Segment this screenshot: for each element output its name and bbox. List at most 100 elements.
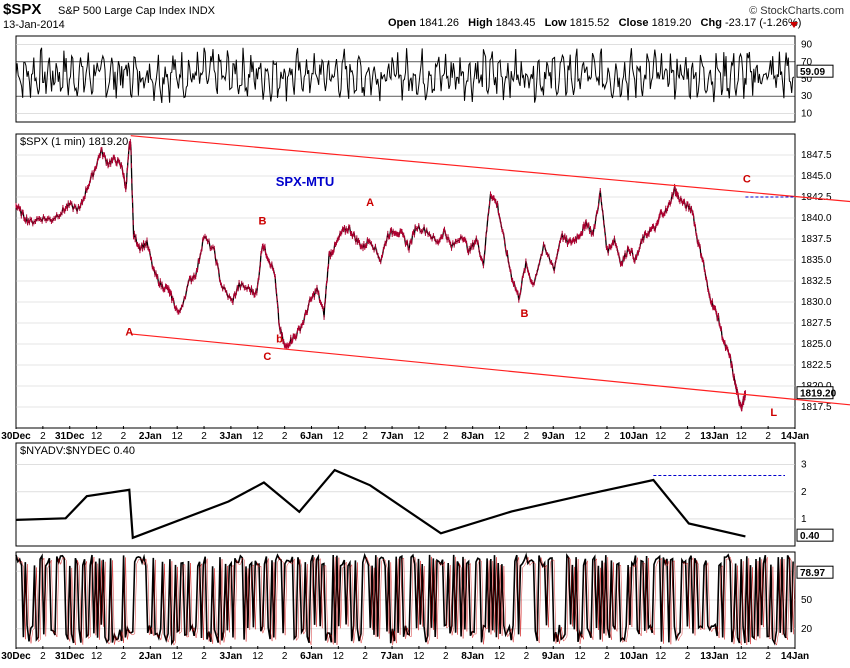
x-tick-label: 2	[443, 651, 449, 662]
rsi-line	[15, 47, 795, 104]
x-tick-label: 12	[252, 431, 264, 442]
x-tick-label: 2	[524, 431, 530, 442]
x-tick-label: 12	[91, 651, 103, 662]
x-tick-label: 8Jan	[461, 431, 484, 442]
ohlc-readout: Open 1841.26 High 1843.45 Low 1815.52 Cl…	[388, 17, 801, 29]
panel-frame-adv_dec	[15, 442, 796, 547]
x-tick-label: 2Jan	[139, 651, 162, 662]
x-tick-label: 10Jan	[620, 651, 648, 662]
y-tick-label: 70	[801, 57, 813, 68]
y-tick-label: 50	[801, 595, 813, 606]
low-value: 1815.52	[569, 17, 610, 29]
x-tick-label: 31Dec	[55, 651, 85, 662]
x-tick-label: 14Jan	[781, 651, 809, 662]
x-tick-label: 2	[685, 651, 691, 662]
x-tick-label: 7Jan	[381, 651, 404, 662]
x-tick-label: 12	[494, 431, 506, 442]
y-tick-label: 30	[801, 91, 813, 102]
low-label: Low	[544, 17, 567, 29]
last-value-label: 1819.20	[800, 389, 837, 400]
y-tick-label: 10	[801, 108, 813, 119]
x-tick-label: 12	[172, 651, 184, 662]
x-tick-label: 2	[121, 651, 127, 662]
last-value-box	[796, 64, 834, 78]
x-tick-label: 12	[91, 431, 103, 442]
x-tick-label: 7Jan	[381, 431, 404, 442]
x-tick-label: 2	[443, 431, 449, 442]
x-tick-label: 2	[201, 651, 207, 662]
x-tick-label: 2	[282, 651, 288, 662]
x-tick-label: 2	[362, 431, 368, 442]
x-tick-label: 12	[655, 431, 667, 442]
symbol-description: S&P 500 Large Cap Index INDX	[58, 5, 215, 17]
x-tick-label: 12	[736, 431, 748, 442]
x-tick-label: 2	[765, 651, 771, 662]
last-value-label: 78.97	[800, 568, 825, 579]
x-tick-label: 31Dec	[55, 431, 85, 442]
panel-label: $SPX (1 min) 1819.20	[20, 136, 128, 148]
panel-label: $NYADV:$NYDEC 0.40	[20, 445, 135, 457]
y-tick-label: 1817.5	[801, 402, 832, 413]
x-tick-label: 2	[604, 431, 610, 442]
stochastic-signal-line	[17, 556, 796, 646]
x-tick-label: 12	[333, 431, 345, 442]
x-tick-label: 2	[362, 651, 368, 662]
x-tick-label: 2	[685, 431, 691, 442]
x-tick-label: 10Jan	[620, 431, 648, 442]
last-value-label: 0.40	[800, 531, 820, 542]
close-value: 1819.20	[651, 17, 692, 29]
x-tick-label: 12	[172, 431, 184, 442]
x-tick-label: 3Jan	[219, 651, 242, 662]
y-tick-label: 1822.5	[801, 360, 832, 371]
x-tick-label: 30Dec	[1, 651, 31, 662]
x-tick-label: 2	[524, 651, 530, 662]
index-name: S&P 500 Large Cap Index	[58, 5, 186, 17]
x-tick-label: 12	[413, 651, 425, 662]
y-tick-label: 1842.5	[801, 192, 832, 203]
wave-label: B	[258, 216, 266, 228]
last-value-box	[796, 528, 834, 542]
y-tick-label: 1845.0	[801, 171, 832, 182]
last-value-label: 59.09	[800, 67, 825, 78]
y-tick-label: 1825.0	[801, 339, 832, 350]
x-tick-label: 2	[765, 431, 771, 442]
wave-label: C	[743, 174, 751, 186]
trend-line	[130, 333, 850, 406]
x-tick-label: 12	[494, 651, 506, 662]
x-tick-label: 2Jan	[139, 431, 162, 442]
down-triangle-icon	[790, 22, 798, 28]
chg-label: Chg	[700, 17, 722, 29]
x-tick-label: 9Jan	[542, 431, 565, 442]
exchange: INDX	[188, 5, 215, 17]
wave-label: A	[125, 327, 133, 339]
x-tick-label: 2	[40, 651, 46, 662]
x-tick-label: 2	[201, 431, 207, 442]
wave-label: b	[276, 333, 283, 345]
y-tick-label: 50	[801, 74, 813, 85]
y-tick-label: 1840.0	[801, 213, 832, 224]
x-tick-label: 6Jan	[300, 431, 323, 442]
x-tick-label: 12	[655, 651, 667, 662]
stochastic-line	[15, 552, 794, 646]
symbol: $SPX	[3, 1, 42, 18]
x-tick-label: 6Jan	[300, 651, 323, 662]
adv-dec-line	[15, 468, 746, 540]
open-label: Open	[388, 17, 417, 29]
y-tick-label: 1827.5	[801, 318, 832, 329]
high-value: 1843.45	[495, 17, 536, 29]
y-tick-label: 1832.5	[801, 276, 832, 287]
x-tick-label: 30Dec	[1, 431, 31, 442]
x-tick-label: 3Jan	[219, 431, 242, 442]
wave-label: L	[770, 407, 777, 419]
y-tick-label: 1837.5	[801, 234, 832, 245]
y-tick-label: 1	[801, 514, 807, 525]
high-label: High	[468, 17, 493, 29]
last-value-box	[796, 386, 834, 400]
y-tick-label: 1830.0	[801, 297, 832, 308]
x-tick-label: 9Jan	[542, 651, 565, 662]
x-tick-label: 2	[121, 431, 127, 442]
x-tick-label: 12	[333, 651, 345, 662]
trend-line	[130, 135, 850, 203]
x-tick-label: 14Jan	[781, 431, 809, 442]
